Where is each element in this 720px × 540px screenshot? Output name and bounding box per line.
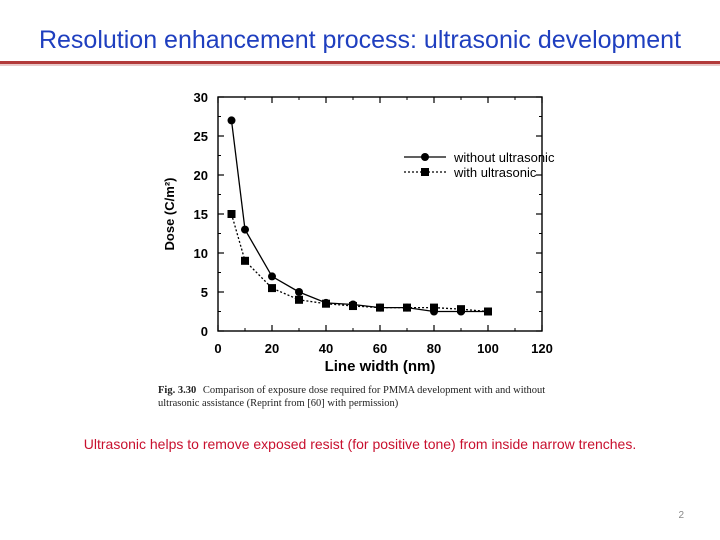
y-tick-label: 25 bbox=[194, 129, 208, 144]
legend-label-1: with ultrasonic bbox=[453, 165, 537, 180]
x-tick-label: 0 bbox=[214, 341, 221, 356]
x-tick-label: 60 bbox=[373, 341, 387, 356]
x-tick-label: 120 bbox=[531, 341, 553, 356]
data-point-square bbox=[484, 307, 492, 316]
data-point-square bbox=[322, 299, 330, 308]
data-point-square bbox=[295, 295, 303, 304]
data-point-square bbox=[268, 284, 276, 293]
x-tick-label: 100 bbox=[477, 341, 499, 356]
figure-caption-text: Comparison of exposure dose required for… bbox=[158, 385, 546, 409]
data-point-circle bbox=[227, 116, 236, 125]
data-point-square bbox=[376, 303, 384, 312]
figure-caption-label: Fig. 3.30 bbox=[158, 385, 197, 396]
legend-label-0: without ultrasonic bbox=[453, 150, 555, 165]
y-axis-label: Dose (C/m²) bbox=[162, 178, 177, 251]
data-point-circle bbox=[241, 225, 249, 234]
data-point-square bbox=[349, 302, 357, 311]
x-tick-label: 80 bbox=[427, 341, 441, 356]
page-number: 2 bbox=[678, 510, 684, 521]
y-tick-label: 20 bbox=[194, 168, 208, 183]
y-tick-label: 0 bbox=[201, 324, 208, 339]
y-tick-label: 15 bbox=[194, 207, 208, 222]
x-axis-label: Line width (nm) bbox=[325, 358, 436, 375]
slide-title: Resolution enhancement process: ultrason… bbox=[38, 26, 682, 54]
series-line-0 bbox=[230, 120, 488, 313]
legend-marker-circle bbox=[421, 153, 429, 161]
title-divider-shadow bbox=[0, 64, 720, 66]
y-tick-label: 10 bbox=[194, 246, 208, 261]
y-tick-label: 5 bbox=[201, 285, 208, 300]
y-tick-label: 30 bbox=[194, 90, 208, 105]
slide-note: Ultrasonic helps to remove exposed resis… bbox=[83, 436, 637, 452]
data-point-square bbox=[403, 303, 411, 312]
data-point-square bbox=[457, 305, 465, 314]
data-point-square bbox=[430, 303, 438, 312]
data-point-circle bbox=[268, 272, 276, 281]
data-point-square bbox=[227, 210, 236, 218]
x-tick-label: 20 bbox=[265, 341, 279, 356]
x-tick-label: 40 bbox=[319, 341, 333, 356]
dose-vs-linewidth-chart: 0 20 40 60 80 100 120 0 5 10 15 20 25 30 Line width (n… bbox=[162, 90, 555, 375]
data-point-square bbox=[241, 256, 249, 265]
title-divider bbox=[0, 61, 720, 64]
legend-marker-square bbox=[421, 168, 429, 176]
figure-caption: Fig. 3.30 Comparison of exposure dose re… bbox=[158, 384, 578, 410]
data-point-circle bbox=[295, 288, 303, 296]
plot-frame bbox=[217, 96, 543, 332]
series-line-1 bbox=[230, 213, 489, 313]
